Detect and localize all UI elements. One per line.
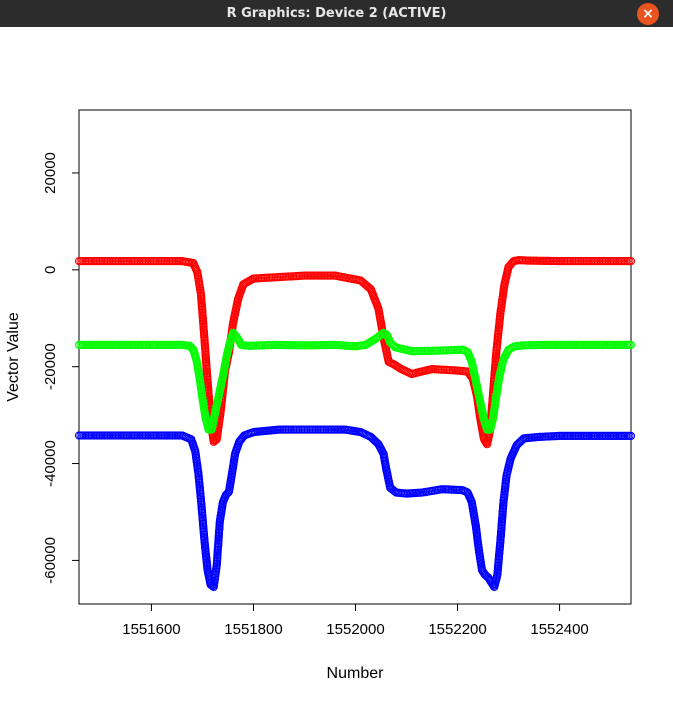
- data-point: [626, 257, 636, 266]
- y-tick-label: 20000: [42, 152, 59, 194]
- x-axis-label: Number: [327, 665, 385, 682]
- x-tick-label: 1551800: [224, 621, 282, 638]
- x-tick-label: 1551600: [122, 621, 180, 638]
- window-title: R Graphics: Device 2 (ACTIVE): [226, 6, 447, 21]
- data-point: [626, 340, 636, 349]
- y-tick-label: -60000: [42, 537, 59, 584]
- x-tick-label: 1552400: [530, 621, 588, 638]
- x-tick-label: 1552200: [428, 621, 486, 638]
- data-point: [626, 431, 636, 441]
- window-titlebar[interactable]: R Graphics: Device 2 (ACTIVE) ×: [0, 0, 673, 27]
- y-tick-label: 0: [42, 266, 59, 274]
- close-icon: ×: [642, 6, 654, 22]
- close-button[interactable]: ×: [637, 3, 659, 25]
- series-2: [74, 328, 636, 434]
- y-tick-label: -20000: [42, 343, 59, 390]
- y-axis-label: Vector Value: [5, 312, 22, 402]
- plot-canvas: 1551600 1551800 1552000 1552200 1552400 -600…: [0, 27, 673, 704]
- plot-frame: [78, 109, 632, 605]
- series-1: [74, 256, 636, 449]
- series-3: [74, 425, 636, 592]
- scatter-plot: 1551600 1551800 1552000 1552200 1552400 -600…: [5, 109, 636, 682]
- y-tick-label: -40000: [42, 440, 59, 487]
- x-tick-label: 1552000: [326, 621, 384, 638]
